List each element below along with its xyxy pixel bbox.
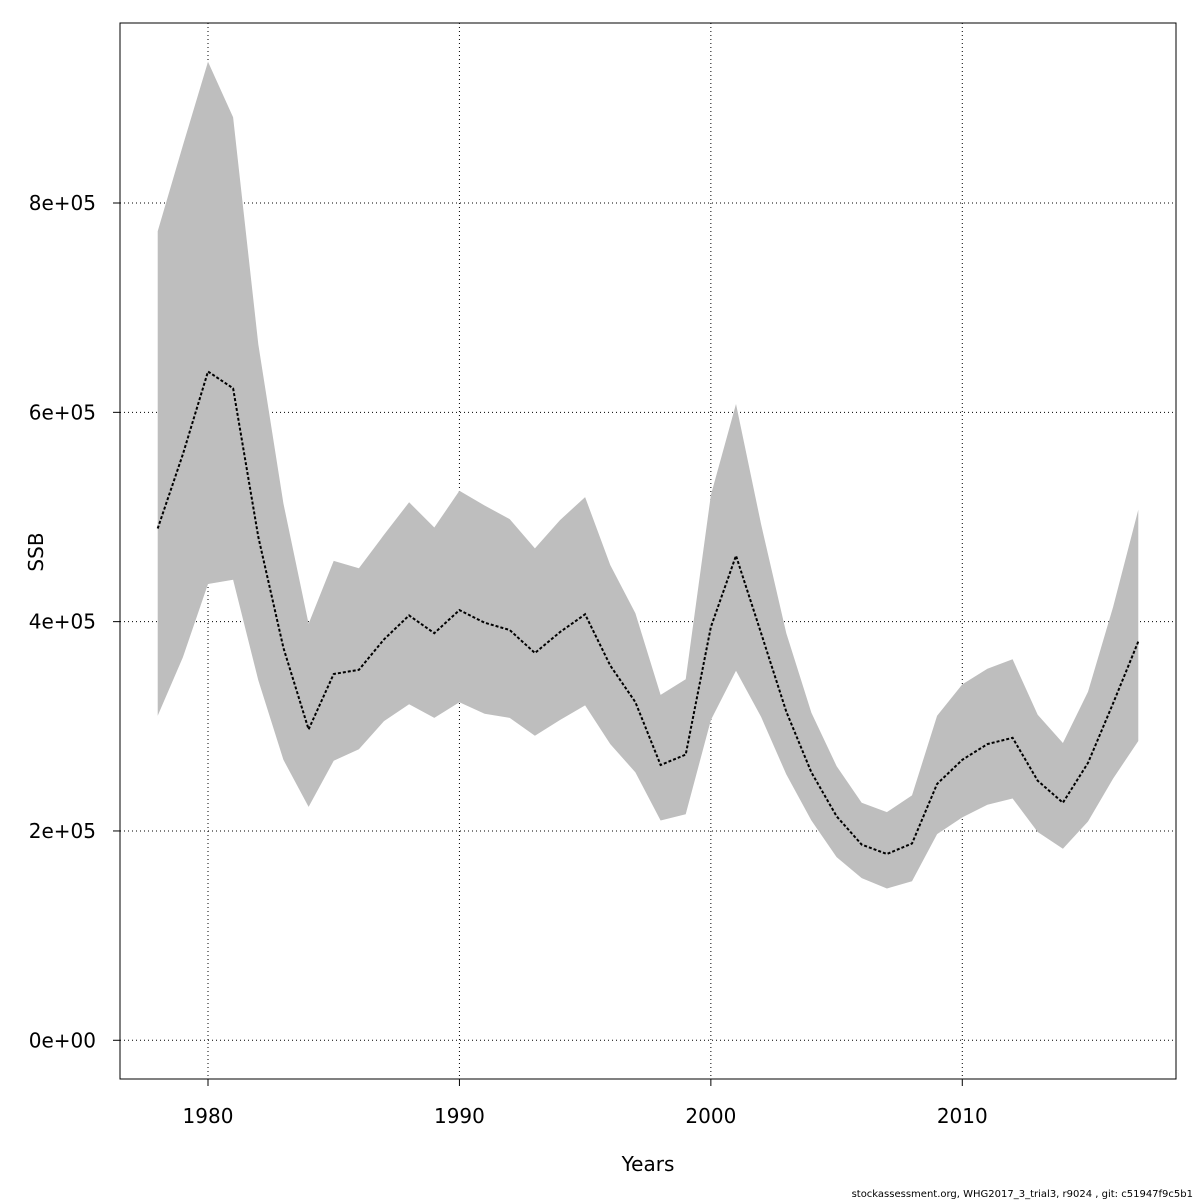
x-tick-label: 1990 [434, 1104, 485, 1128]
footer-credit: stockassessment.org, WHG2017_3_trial3, r… [852, 1189, 1193, 1200]
confidence-band [157, 61, 1139, 889]
y-tick-label: 0e+00 [29, 1028, 96, 1052]
x-axis-title: Years [621, 1152, 675, 1176]
x-axis: 1980 1990 2000 2010 [183, 1079, 988, 1128]
plot-box [119, 22, 1177, 1080]
x-tick-label: 2010 [937, 1104, 988, 1128]
x-tick-label: 1980 [183, 1104, 234, 1128]
x-tick-label: 2000 [685, 1104, 736, 1128]
y-tick-label: 2e+05 [29, 819, 96, 843]
y-tick-label: 8e+05 [29, 191, 96, 215]
y-tick-label: 4e+05 [29, 610, 96, 634]
y-axis-title: SSB [24, 532, 48, 571]
y-axis: 0e+00 2e+05 4e+05 6e+05 8e+05 [29, 191, 120, 1052]
ssb-line [156, 369, 1140, 856]
y-tick-label: 6e+05 [29, 400, 96, 424]
